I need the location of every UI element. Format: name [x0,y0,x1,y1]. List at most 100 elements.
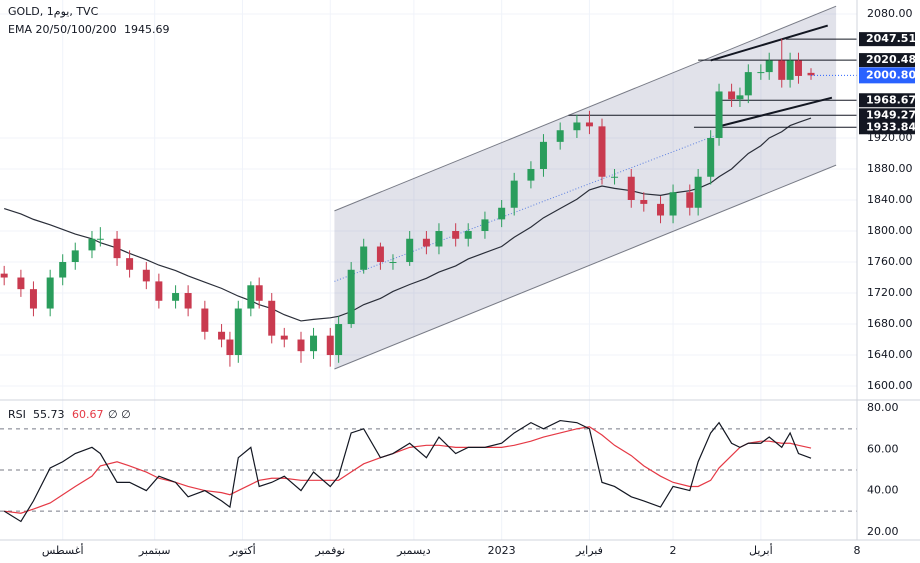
rsi-label: RSI [8,408,26,421]
candle-body [88,238,96,251]
rsi-value: 55.73 [33,408,65,421]
x-tick-label: 8 [854,544,861,557]
candle-body [17,277,25,290]
candle-body [255,285,263,301]
candle-body [765,60,773,73]
candle-body [539,141,547,169]
candle-body [326,335,334,356]
level-label: 1933.84 [866,120,916,133]
candle-body [59,262,67,278]
rsi-tick-label: 40.00 [867,484,899,497]
candle-body [744,72,752,96]
y-tick-label: 1640.00 [867,348,913,361]
candle-body [464,231,472,239]
candle-body [452,231,460,239]
ema-label: EMA 20/50/100/200 [8,23,117,36]
last-price-label: 2000.80 [866,68,916,81]
candle-body [406,238,414,263]
candle-body [807,72,815,76]
x-tick-label: نوفمبر [314,544,345,557]
level-label: 1968.67 [866,93,916,106]
candle-body [598,126,606,177]
candle-body [757,72,765,74]
candle-body [585,122,593,127]
candle-body [573,122,581,131]
y-tick-label: 1760.00 [867,255,913,268]
candle-body [29,289,37,309]
rsi-tick-label: 20.00 [867,525,899,538]
y-tick-label: 2080.00 [867,7,913,20]
candle-body [510,180,518,208]
ema-line [3,117,812,322]
candle-body [268,300,276,336]
x-tick-label: 2 [670,544,677,557]
candle-body [715,91,723,138]
candle-body [627,176,635,200]
y-tick-label: 1840.00 [867,193,913,206]
candle-body [71,250,79,263]
candle-body [498,207,506,220]
x-tick-label: أغسطس [42,543,84,557]
candle-body [310,335,318,352]
candle-body [686,192,694,208]
candle-body [422,238,430,247]
y-tick-label: 1600.00 [867,379,913,392]
candle-body [335,324,343,356]
level-label-box [859,108,915,123]
rsi-ma-line [4,426,812,514]
candle-body [280,335,288,340]
candle-body [435,231,443,247]
candle-body [234,308,242,356]
level-label-box [859,120,915,135]
y-tick-label: 1880.00 [867,162,913,175]
candle-body [155,281,163,301]
candle-body [184,293,192,309]
rsi-tick-label: 60.00 [867,442,899,455]
level-label-box [859,32,915,47]
x-tick-label: فبراير [575,544,603,557]
x-tick-label: 2023 [488,544,516,557]
level-label: 1949.27 [866,108,916,121]
y-tick-label: 1720.00 [867,286,913,299]
rsi-pane [0,419,857,523]
candle-body [218,331,226,340]
candle-body [527,168,535,181]
rsi-ma-value: 60.67 [72,408,104,421]
channel-upper [334,5,837,212]
candle-body [126,258,134,270]
candle-body [360,246,368,270]
ema-value: 1945.69 [124,23,170,36]
x-tick-label: أبريل [749,543,773,557]
candle-body [389,262,397,264]
candle-body [786,60,794,80]
candle-body [247,285,255,309]
candle-body [347,269,355,325]
candle-body [297,339,305,352]
level-label-box [859,93,915,108]
candle-body [201,308,209,332]
x-tick-label: أكتوبر [228,543,255,557]
candle-body [640,200,648,204]
candle-body [778,60,786,80]
candle-body [226,339,234,356]
candle-body [0,273,8,278]
y-tick-label: 1800.00 [867,224,913,237]
candle-body [794,60,802,76]
level-label-box [859,53,915,68]
candle-body [669,192,677,216]
candle-body [736,95,744,100]
rsi-extra: ∅ ∅ [108,408,131,421]
candle-body [96,238,104,240]
candle-body [113,238,121,259]
candle-body [376,246,384,263]
level-label: 2047.51 [866,32,916,45]
level-label: 2020.48 [866,53,916,66]
candle-body [142,269,150,282]
candle-body [728,91,736,100]
candle-body [657,203,665,216]
rsi-tick-label: 80.00 [867,401,899,414]
channel-fill [334,6,837,369]
x-tick-label: سبتمبر [138,544,171,557]
